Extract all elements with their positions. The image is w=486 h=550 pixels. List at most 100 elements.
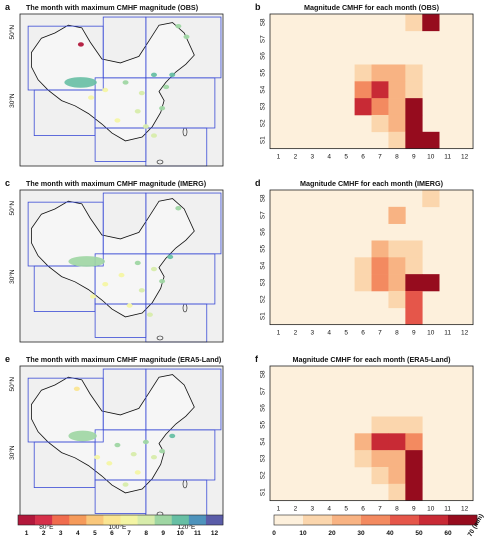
month-patch <box>159 279 166 284</box>
month-patch <box>134 109 141 114</box>
colorbar-swatch <box>448 515 478 525</box>
heatmap-cell <box>354 257 372 275</box>
y-tick-label: S3 <box>260 102 267 110</box>
month-patch <box>68 430 97 442</box>
month-patch <box>169 433 176 439</box>
colorbar-tick-label: 9 <box>161 530 165 537</box>
longitude-label: 80°E <box>39 523 54 531</box>
heatmap-cell <box>371 81 389 99</box>
month-patch <box>175 23 182 29</box>
month-patch <box>167 254 174 260</box>
heatmap-cell <box>405 290 423 309</box>
x-tick-label: 1 <box>277 506 281 513</box>
map-panels: a The month with maximum CMHF magnitude (… <box>5 2 224 531</box>
month-patch <box>150 72 157 78</box>
heatmap-cell <box>405 274 423 292</box>
heatmap-cell <box>388 433 406 451</box>
x-tick-label: 7 <box>378 154 382 161</box>
heatmap-cell <box>388 240 406 258</box>
x-tick-label: 3 <box>310 506 314 513</box>
month-patch <box>73 386 80 391</box>
x-tick-label: 2 <box>294 154 298 161</box>
heatmap-cell <box>405 257 423 275</box>
country-outline <box>30 198 195 318</box>
month-patch <box>150 133 157 138</box>
heatmap-cell <box>388 450 406 468</box>
colorbar-frame <box>17 514 224 526</box>
map-title: The month with maximum CMHF magnitude (O… <box>26 3 199 12</box>
heatmap-cell <box>354 98 372 116</box>
y-tick-label: S2 <box>260 295 267 303</box>
heatmap-cell <box>422 131 440 149</box>
colorbar-swatch <box>69 515 87 525</box>
colorbar-swatch <box>332 515 362 525</box>
heatmap-cell <box>405 64 423 82</box>
month-patch <box>150 455 157 460</box>
colorbar-tick-label: 8 <box>144 530 148 537</box>
y-tick-label: S3 <box>260 278 267 286</box>
month-patch <box>88 95 95 100</box>
country-outline <box>30 22 195 142</box>
x-tick-label: 2 <box>294 330 298 337</box>
colorbar-swatch <box>171 515 190 525</box>
colorbar-tick-label: 10 <box>299 530 307 537</box>
x-tick-label: 10 <box>427 330 435 337</box>
panel-letter: d <box>255 178 261 188</box>
month-patch <box>106 461 113 466</box>
heatmap-cell <box>405 483 423 501</box>
heatmap-cell <box>371 274 389 292</box>
colorbar-swatch <box>361 515 391 525</box>
heatmap-cell <box>405 416 423 434</box>
latitude-label: 50°N <box>8 201 16 216</box>
colorbar-swatch <box>52 515 70 525</box>
heatmap-cell <box>405 81 423 99</box>
month-patch <box>102 87 109 93</box>
map-frame <box>19 13 224 167</box>
colorbar-swatch <box>137 515 155 525</box>
month-patch <box>68 256 105 267</box>
heatmap-cell <box>371 416 389 434</box>
heatmap-cell <box>405 307 423 325</box>
heatmap-cell <box>422 190 440 208</box>
heatmap-cell <box>388 290 406 309</box>
longitude-label: 100°E <box>109 523 127 531</box>
colorbar-month: 1 2 3 4 5 6 7 8 9 10 11 12 <box>17 514 224 537</box>
heatmap-cell <box>405 98 423 116</box>
month-patch <box>138 288 145 293</box>
map-panel-1: a The month with maximum CMHF magnitude (… <box>5 2 224 167</box>
colorbars: 1 2 3 4 5 6 7 8 9 10 11 12 0 10 20 30 40 50 60 70 (mm) <box>17 513 485 538</box>
latitude-label: 30°N <box>8 269 16 284</box>
map-panel-2: c The month with maximum CMHF magnitude (… <box>5 178 224 343</box>
heatmap-cell <box>354 81 372 99</box>
map-title: The month with maximum CMHF magnitude (I… <box>26 179 207 188</box>
map-title: The month with maximum CMHF magnitude (E… <box>26 355 222 364</box>
month-patch <box>138 90 145 96</box>
y-tick-label: S7 <box>260 211 267 219</box>
y-tick-label: S8 <box>260 18 267 26</box>
colorbar-swatch <box>188 515 207 525</box>
x-tick-label: 1 <box>277 154 281 161</box>
x-tick-label: 1 <box>277 330 281 337</box>
month-patch <box>134 260 141 266</box>
y-tick-label: S6 <box>260 404 267 412</box>
month-patch <box>146 312 153 317</box>
month-patch <box>169 72 176 78</box>
colorbar-tick-label: 10 <box>177 530 185 537</box>
heatmap-cell <box>405 433 423 451</box>
x-tick-label: 12 <box>461 154 469 161</box>
heatmap-cell <box>388 483 406 501</box>
heatmap-cell <box>354 64 372 82</box>
heatmap-panel-1: b Magnitude CMHF for each month (OBS)1 2 3 4… <box>255 2 474 161</box>
island-outline <box>156 159 164 165</box>
x-tick-label: 3 <box>310 154 314 161</box>
country-outline <box>30 374 195 494</box>
month-patch <box>90 294 97 299</box>
x-tick-label: 4 <box>327 506 331 513</box>
x-tick-label: 6 <box>361 330 365 337</box>
y-tick-label: S3 <box>260 454 267 462</box>
x-tick-label: 10 <box>427 506 435 513</box>
heatmap-cell <box>371 64 389 82</box>
colorbar-swatch <box>205 515 224 525</box>
month-patch <box>150 266 157 272</box>
